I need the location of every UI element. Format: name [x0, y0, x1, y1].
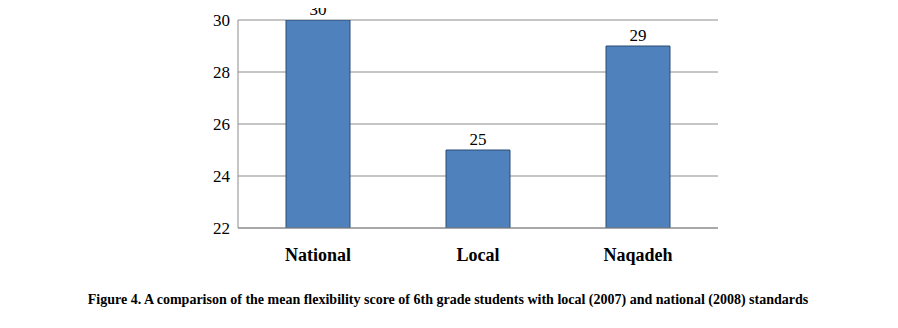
html-text:Figure 4. A comparison of the: Figure 4. A comparison of the mean flexi…	[87, 292, 809, 307]
svg-text:25: 25	[470, 130, 487, 149]
svg-text:Local: Local	[457, 245, 500, 265]
svg-text:30: 30	[213, 11, 230, 30]
svg-text:26: 26	[213, 115, 230, 134]
svg-text:30: 30	[310, 8, 327, 19]
svg-text:29: 29	[630, 26, 647, 45]
svg-text:22: 22	[213, 219, 230, 238]
svg-text:Naqadeh: Naqadeh	[603, 245, 672, 265]
svg-text:24: 24	[213, 167, 231, 186]
svg-text:28: 28	[213, 63, 230, 82]
svg-text:National: National	[285, 245, 351, 265]
